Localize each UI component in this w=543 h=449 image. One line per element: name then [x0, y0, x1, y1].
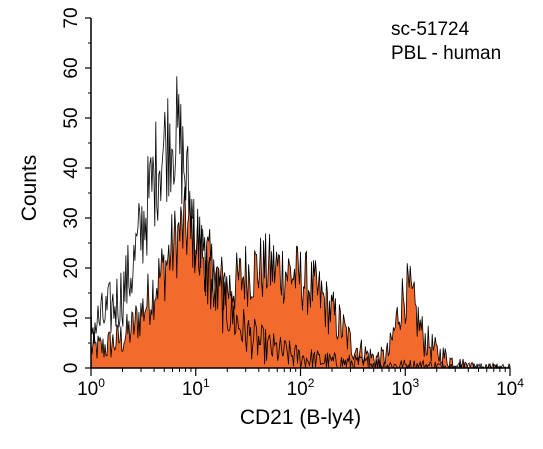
- x-tick-label: 100: [77, 376, 105, 400]
- x-tick-label: 103: [391, 376, 419, 400]
- sample-id-annotation: sc-51724: [391, 19, 470, 40]
- y-tick-label: 50: [61, 107, 82, 128]
- y-tick-label: 0: [61, 363, 82, 374]
- x-axis-title: CD21 (B-ly4): [240, 406, 361, 429]
- y-tick-label: 10: [61, 307, 82, 328]
- x-tick-label: 102: [287, 376, 315, 400]
- axes: [85, 17, 511, 376]
- x-tick-label: 104: [496, 376, 524, 400]
- y-tick-label: 40: [61, 157, 82, 178]
- stained-histogram-layer: [90, 186, 511, 370]
- y-axis-title: Counts: [18, 155, 41, 222]
- x-tick-label: 101: [182, 376, 210, 400]
- y-tick-label: 30: [61, 207, 82, 228]
- y-tick-label: 60: [61, 57, 82, 78]
- y-tick-label: 20: [61, 257, 82, 278]
- y-tick-label: 70: [61, 7, 82, 28]
- sample-source-annotation: PBL - human: [391, 43, 501, 64]
- tick-labels: 0 10 20 30 40 50 60 70 100 101 102 103 104: [61, 7, 524, 400]
- stained-histogram-area: [90, 186, 511, 370]
